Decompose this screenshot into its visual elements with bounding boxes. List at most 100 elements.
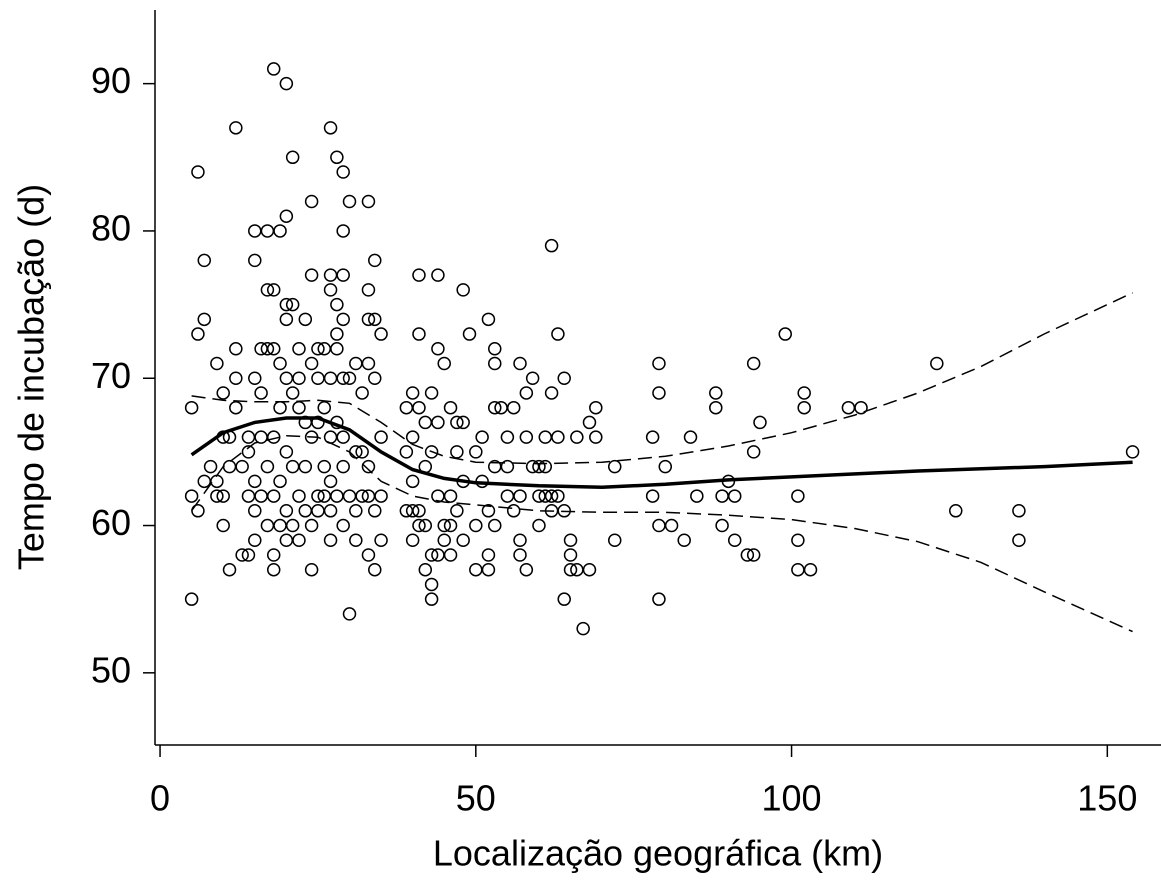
data-point (538, 430, 553, 444)
data-point (582, 415, 597, 430)
data-point (544, 386, 559, 400)
data-point (658, 459, 673, 474)
data-point (323, 283, 338, 297)
data-point (304, 562, 319, 577)
data-point (576, 621, 590, 636)
data-point (191, 165, 205, 179)
data-point (544, 238, 559, 253)
data-point (273, 518, 287, 533)
data-point (791, 489, 805, 503)
data-point (285, 518, 300, 533)
data-point (248, 253, 262, 268)
data-point (1012, 504, 1026, 518)
data-point (349, 504, 363, 518)
data-point (791, 562, 805, 577)
data-point (746, 356, 761, 371)
data-point (418, 562, 433, 577)
data-point (374, 327, 388, 341)
data-point (412, 518, 426, 533)
data-point (273, 356, 287, 371)
data-point (481, 562, 496, 577)
data-point (216, 386, 230, 400)
data-point (645, 489, 660, 503)
data-point (254, 386, 268, 400)
data-point (248, 504, 262, 518)
data-point (368, 562, 382, 577)
data-point (336, 224, 350, 238)
data-point (184, 400, 199, 415)
data-point (241, 430, 256, 444)
data-point (538, 459, 553, 474)
data-point (266, 62, 281, 76)
data-point (273, 400, 287, 415)
data-point (222, 459, 237, 474)
data-point (500, 459, 515, 474)
data-point (797, 400, 811, 415)
data-point (317, 400, 331, 415)
y-tick-label: 80 (91, 207, 131, 248)
data-point (361, 312, 376, 327)
data-point (330, 489, 344, 503)
data-point (456, 415, 470, 430)
data-point (443, 400, 458, 415)
y-tick-label: 70 (91, 355, 131, 396)
data-point (368, 504, 382, 518)
data-point (405, 504, 420, 518)
data-point (431, 268, 445, 282)
data-point (930, 356, 944, 371)
data-point (431, 342, 445, 356)
data-point (450, 445, 464, 459)
data-point (266, 430, 281, 444)
data-point (285, 150, 300, 165)
data-point (753, 415, 767, 430)
data-point (664, 518, 679, 533)
data-point (746, 445, 761, 459)
data-point (481, 312, 496, 327)
data-point (336, 268, 350, 282)
data-point (797, 386, 811, 400)
data-point (740, 548, 755, 562)
data-point (563, 548, 578, 562)
data-point (304, 268, 319, 282)
data-point (311, 342, 325, 356)
data-point (355, 445, 369, 459)
data-point (241, 548, 256, 562)
data-point (248, 371, 262, 385)
data-point (361, 548, 376, 562)
data-point (323, 504, 338, 518)
data-point (405, 430, 420, 444)
data-point (607, 459, 622, 474)
x-tick-label: 50 (456, 778, 496, 819)
data-point (260, 283, 275, 297)
data-point (437, 356, 451, 371)
data-point (690, 489, 704, 503)
data-point (330, 342, 344, 356)
data-point (532, 459, 546, 474)
data-point (279, 297, 294, 312)
data-point (355, 386, 369, 400)
data-point (563, 533, 578, 548)
data-point (184, 592, 199, 606)
data-point (361, 194, 376, 209)
data-point (273, 224, 287, 238)
data-point (229, 121, 243, 135)
data-point (361, 283, 376, 297)
data-point (248, 533, 262, 548)
data-point (645, 430, 660, 444)
data-point (437, 518, 451, 533)
data-point (311, 489, 325, 503)
data-point (330, 327, 344, 341)
data-point (191, 327, 205, 341)
data-point (260, 224, 275, 238)
data-point (355, 489, 369, 503)
data-point (424, 386, 439, 400)
data-point (437, 533, 451, 548)
data-point (361, 459, 376, 474)
data-point (418, 518, 433, 533)
data-point (557, 371, 571, 385)
data-point (854, 400, 868, 415)
data-point (304, 356, 319, 371)
data-point (481, 504, 496, 518)
data-point (652, 518, 666, 533)
